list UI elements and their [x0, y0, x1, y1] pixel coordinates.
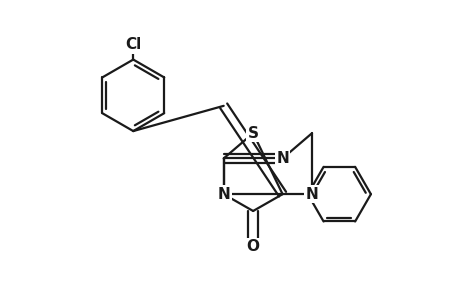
- Text: S: S: [247, 126, 258, 141]
- Text: Cl: Cl: [125, 37, 141, 52]
- Text: N: N: [305, 187, 318, 202]
- Text: O: O: [246, 239, 259, 254]
- Text: N: N: [275, 151, 288, 166]
- Text: N: N: [217, 187, 230, 202]
